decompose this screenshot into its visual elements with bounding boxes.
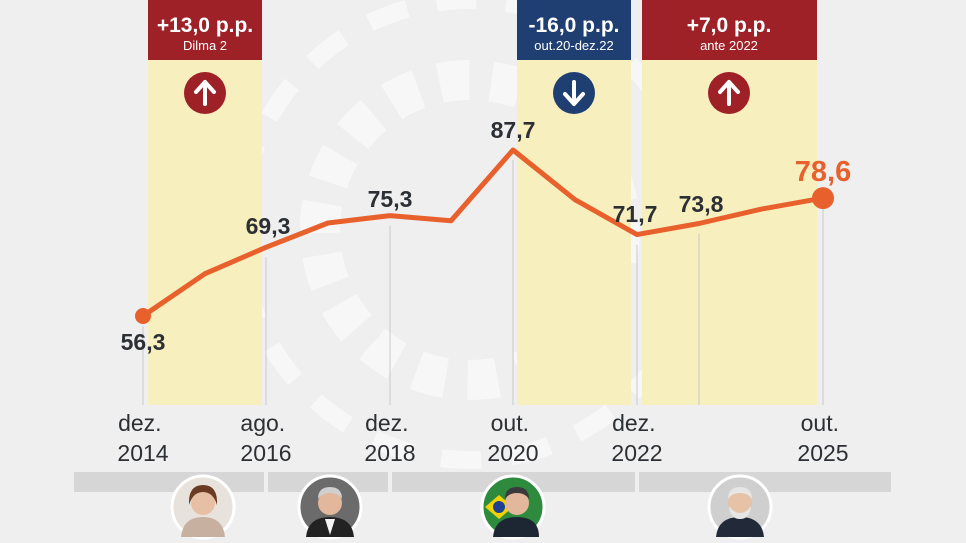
x-gridlines	[142, 160, 824, 405]
x-tick-ago-2016: ago. 2016	[240, 410, 291, 466]
avatar-temer	[297, 474, 363, 540]
avatar-face	[191, 491, 215, 515]
highlight-box-3-bg	[642, 0, 817, 60]
x-tick-line1: dez.	[118, 410, 161, 436]
arrow-up-icon	[708, 72, 750, 114]
avatar-face	[505, 491, 529, 515]
data-label-75-3: 75,3	[368, 186, 413, 212]
highlight-box-2: -16,0 p.p. out.20-dez.22	[517, 0, 631, 60]
avatar-shirt	[325, 519, 335, 535]
x-tick-line1: dez.	[612, 410, 655, 436]
data-point-last	[812, 187, 834, 210]
arrow-up-icon-glyph	[718, 80, 740, 106]
avatar-lula	[707, 474, 773, 540]
data-label-78-6: 78,6	[795, 156, 851, 188]
x-tick-line1: dez.	[365, 410, 408, 436]
avatar-hair	[505, 487, 529, 499]
avatar-dilma	[170, 474, 236, 540]
avatar-face	[728, 491, 752, 515]
data-label-73-8: 73,8	[679, 191, 724, 217]
x-tick-dez-2022: dez. 2022	[611, 410, 662, 466]
x-tick-line2: 2016	[240, 440, 291, 466]
avatar-hair	[728, 487, 752, 499]
highlight-box-1-subtitle: Dilma 2	[183, 38, 227, 53]
avatar-hair	[318, 487, 342, 499]
arrow-up-icon	[184, 72, 226, 114]
data-labels: 56,3 69,3 75,3 87,7 71,7 73,8 78,6	[121, 117, 852, 355]
x-tick-out-2020: out. 2020	[487, 410, 538, 466]
term-bar-dilma	[74, 472, 264, 492]
data-label-69-3: 69,3	[246, 213, 291, 239]
data-label-87-7: 87,7	[491, 117, 536, 143]
data-label-71-7: 71,7	[613, 201, 658, 227]
highlight-box-1-title: +13,0 p.p.	[157, 14, 253, 37]
highlight-box-2-title: -16,0 p.p.	[528, 14, 619, 37]
highlight-box-1-bg	[148, 0, 262, 60]
x-tick-dez-2014: dez. 2014	[117, 410, 168, 466]
highlight-box-2-subtitle: out.20-dez.22	[534, 38, 614, 53]
arrow-down-icon-glyph	[563, 80, 585, 106]
x-tick-line2: 2014	[117, 440, 168, 466]
x-tick-line1: out.	[491, 410, 529, 436]
highlight-box-3-title: +7,0 p.p.	[687, 14, 772, 37]
x-tick-out-2025: out. 2025	[797, 410, 848, 466]
avatar-suit	[716, 517, 764, 537]
x-tick-line2: 2025	[797, 440, 848, 466]
data-point-first	[135, 308, 151, 324]
x-tick-dez-2018: dez. 2018	[364, 410, 415, 466]
highlight-box-3: +7,0 p.p. ante 2022	[642, 0, 817, 60]
avatar-hair	[188, 485, 218, 505]
highlight-box-3-subtitle: ante 2022	[700, 38, 758, 53]
x-axis: dez. 2014 ago. 2016 dez. 2018 out. 2020 …	[117, 410, 848, 466]
x-tick-line2: 2022	[611, 440, 662, 466]
avatar-bolsonaro	[480, 474, 546, 540]
arrow-up-icon-glyph	[194, 80, 216, 106]
x-tick-line2: 2018	[364, 440, 415, 466]
data-label-56-3: 56,3	[121, 329, 166, 355]
highlight-band-dilma	[148, 0, 262, 405]
x-tick-line1: ago.	[240, 410, 285, 436]
term-bar-lula	[639, 472, 891, 492]
x-tick-line2: 2020	[487, 440, 538, 466]
highlight-box-2-bg	[517, 0, 631, 60]
avatar-face	[318, 491, 342, 515]
highlight-bands	[148, 0, 817, 405]
avatar-flag-globe	[493, 501, 505, 513]
highlight-band-bolsonaro	[517, 0, 631, 405]
avatar-beard	[729, 506, 751, 519]
highlight-box-1: +13,0 p.p. Dilma 2	[148, 0, 262, 60]
avatar-shoulders	[181, 517, 225, 537]
arrow-down-icon	[553, 72, 595, 114]
avatar-suit	[493, 517, 539, 537]
x-tick-line1: out.	[801, 410, 839, 436]
series-line	[140, 147, 826, 319]
